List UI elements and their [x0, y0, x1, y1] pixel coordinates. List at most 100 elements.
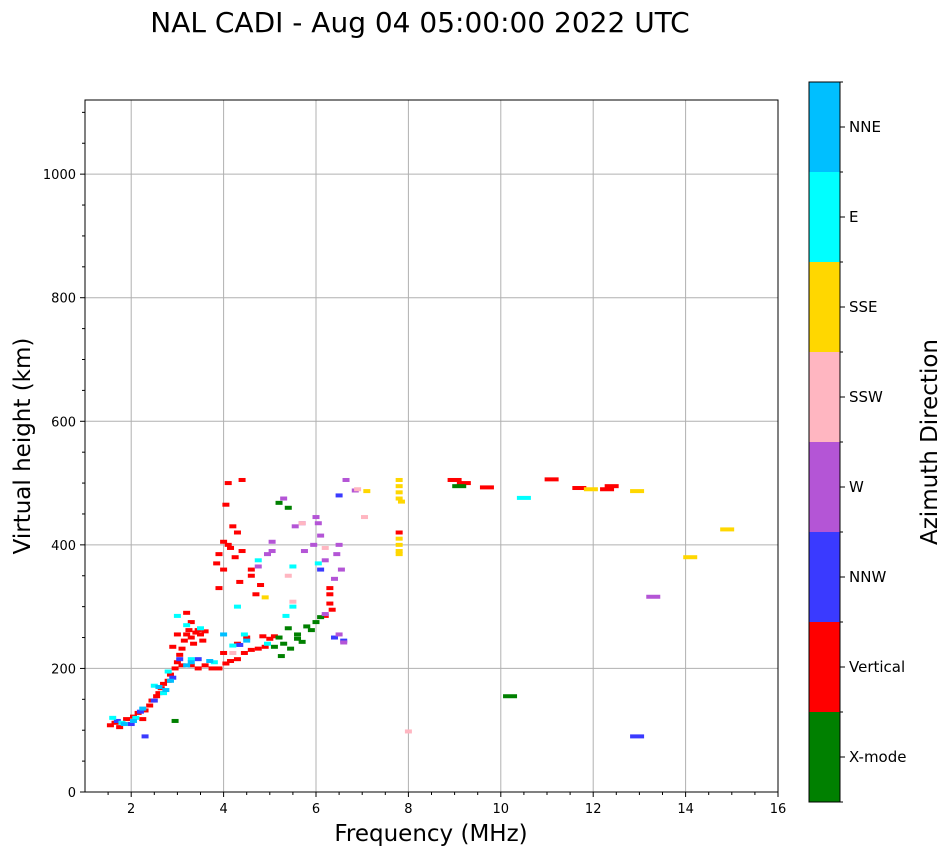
data-point-e: [164, 669, 172, 674]
data-point-vertical: [185, 628, 193, 633]
data-point-nnw: [169, 675, 177, 680]
data-point-nne: [130, 718, 138, 723]
y-tick-label: 400: [51, 539, 76, 554]
data-point-vertical: [178, 646, 186, 651]
data-point-vertical: [238, 549, 246, 554]
data-point-vertical: [106, 723, 114, 728]
colorbar-label: NNE: [849, 118, 881, 136]
data-point-vertical: [326, 601, 334, 606]
data-point-vertical: [187, 620, 195, 625]
data-point-sse: [720, 527, 735, 532]
data-point-sse: [395, 496, 403, 501]
y-axis-title: Virtual height (km): [10, 338, 36, 555]
data-point-vertical: [326, 592, 334, 597]
data-point-vertical: [247, 567, 255, 572]
data-point-sse: [397, 499, 405, 504]
data-point-w: [335, 542, 343, 547]
data-point-e: [160, 691, 168, 696]
data-point-vertical: [201, 663, 209, 668]
data-point-nnw: [176, 657, 184, 662]
data-point-sse: [395, 552, 403, 557]
colorbar-segment: [809, 262, 840, 352]
data-point-vertical: [447, 477, 462, 482]
data-point-w: [333, 552, 341, 557]
data-point-vertical: [479, 485, 494, 490]
data-point-nnw: [330, 635, 338, 640]
data-point-e: [183, 623, 191, 628]
data-point-e: [282, 613, 290, 618]
data-point-e: [314, 561, 322, 566]
colorbar-segment: [809, 532, 840, 622]
data-point-w: [280, 496, 288, 501]
x-axis-title: Frequency (MHz): [334, 821, 527, 847]
data-point-x-mode: [275, 500, 283, 505]
data-point-vertical: [169, 644, 177, 649]
data-point-vertical: [395, 530, 403, 535]
colorbar-segment: [809, 712, 840, 802]
data-point-vertical: [194, 666, 202, 671]
data-point-w: [330, 576, 338, 581]
data-point-vertical: [224, 542, 232, 547]
data-point-e: [229, 643, 237, 648]
data-point-vertical: [199, 638, 207, 643]
data-point-vertical: [544, 477, 559, 482]
data-point-e: [516, 495, 531, 500]
data-point-vertical: [326, 586, 334, 591]
data-point-sse: [395, 549, 403, 554]
x-tick-label: 6: [312, 802, 320, 817]
data-point-w: [268, 539, 276, 544]
data-point-w: [263, 552, 271, 557]
data-point-sse: [395, 484, 403, 489]
data-point-vertical: [116, 725, 124, 730]
data-point-vertical: [220, 567, 228, 572]
data-point-nne: [166, 678, 174, 683]
data-point-nnw: [236, 642, 244, 647]
data-point-vertical: [227, 545, 235, 550]
data-point-x-mode: [312, 620, 320, 625]
data-point-sse: [363, 489, 371, 494]
data-point-x-mode: [284, 626, 292, 631]
data-point-vertical: [259, 634, 267, 639]
data-point-vertical: [160, 681, 168, 686]
data-point-vertical: [220, 539, 228, 544]
data-point-nnw: [194, 657, 202, 662]
x-axis-ticks: 2 4 6 8 10 12 14 16: [107, 792, 786, 817]
data-point-sse: [683, 555, 698, 560]
colorbar-segment: [809, 622, 840, 712]
data-point-vertical: [600, 487, 615, 492]
data-point-x-mode: [452, 484, 467, 489]
data-point-ssw: [354, 487, 362, 492]
data-point-vertical: [224, 481, 232, 486]
x-tick-label: 14: [677, 802, 694, 817]
data-point-vertical: [261, 644, 269, 649]
data-point-ssw: [298, 521, 306, 526]
data-point-ssw: [284, 573, 292, 578]
plot-frame: [84, 99, 779, 793]
data-points: [106, 477, 735, 739]
colorbar-segment: [809, 172, 840, 262]
data-point-vertical: [171, 666, 179, 671]
data-point-vertical: [187, 635, 195, 640]
data-point-nnw: [141, 734, 149, 739]
data-point-w: [291, 524, 299, 529]
y-tick-label: 600: [51, 415, 76, 430]
data-point-vertical: [231, 555, 239, 560]
data-point-w: [300, 549, 308, 554]
data-point-vertical: [201, 629, 209, 634]
colorbar-frame: [808, 81, 841, 803]
data-point-x-mode: [298, 639, 306, 644]
data-point-vertical: [173, 632, 181, 637]
data-point-w: [268, 549, 276, 554]
data-point-vertical: [222, 502, 230, 507]
data-point-vertical: [178, 663, 186, 668]
colorbar-label: NNW: [849, 568, 886, 586]
x-tick-label: 10: [493, 802, 510, 817]
chart-title: NAL CADI - Aug 04 05:00:00 2022 UTC: [150, 6, 689, 39]
data-point-vertical: [183, 610, 191, 615]
data-point-ssw: [321, 545, 329, 550]
data-point-e: [187, 657, 195, 662]
data-point-w: [340, 640, 348, 645]
data-point-vertical: [229, 524, 237, 529]
data-point-e: [173, 613, 181, 618]
data-point-nne: [206, 659, 214, 664]
